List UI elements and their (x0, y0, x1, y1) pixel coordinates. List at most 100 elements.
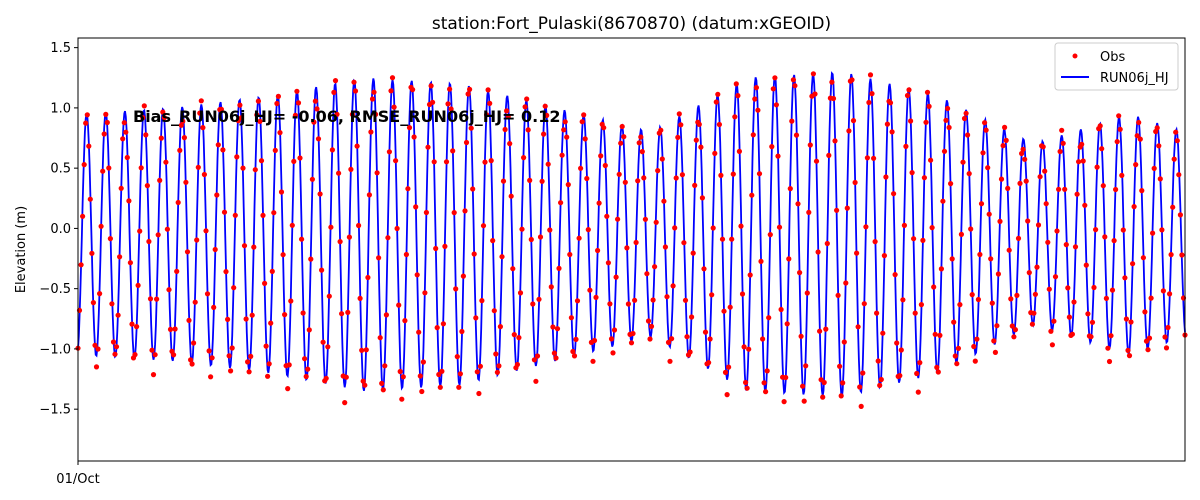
obs-point (218, 106, 224, 112)
obs-point (670, 283, 676, 289)
obs-point (1059, 127, 1065, 133)
obs-point (1019, 150, 1025, 157)
obs-point (867, 72, 874, 78)
obs-point (314, 106, 320, 112)
obs-point (203, 228, 209, 234)
obs-point (417, 373, 423, 379)
obs-point (500, 178, 507, 184)
obs-point (278, 189, 285, 195)
obs-point (103, 111, 109, 117)
obs-point (951, 319, 957, 325)
legend-frame (1054, 42, 1179, 91)
obs-point (425, 144, 431, 150)
obs-point (1003, 137, 1009, 143)
obs-point (1085, 311, 1091, 317)
obs-point (354, 143, 360, 149)
obs-point (306, 327, 312, 333)
obs-point (1032, 291, 1038, 297)
obs-point (755, 107, 761, 113)
obs-point (1123, 316, 1129, 322)
obs-point (198, 98, 204, 104)
obs-point (271, 210, 277, 216)
obs-point (98, 223, 104, 229)
obs-point (550, 324, 556, 330)
obs-point (732, 114, 738, 120)
obs-point (420, 359, 426, 365)
obs-point (875, 358, 881, 364)
obs-point (208, 374, 214, 380)
obs-point (437, 384, 443, 390)
obs-point (820, 394, 826, 400)
obs-point (971, 343, 977, 350)
obs-point (115, 312, 121, 318)
obs-point (729, 236, 735, 242)
obs-point (977, 251, 983, 258)
obs-point (507, 141, 513, 147)
obs-point (1151, 165, 1157, 171)
obs-point (698, 144, 704, 150)
obs-point (107, 236, 113, 242)
obs-point (655, 168, 661, 174)
obs-point (665, 339, 672, 345)
obs-point (1170, 204, 1176, 210)
obs-point (995, 271, 1002, 277)
obs-point (215, 142, 221, 148)
obs-point (1074, 191, 1080, 197)
obs-point (1139, 188, 1145, 194)
obs-point (1056, 186, 1062, 192)
obs-point (850, 118, 857, 124)
obs-point (467, 86, 473, 92)
obs-point (772, 75, 778, 81)
obs-point (713, 99, 719, 105)
obs-point (110, 339, 117, 345)
obs-point (1134, 133, 1140, 139)
obs-point (611, 327, 618, 333)
obs-point (1100, 183, 1106, 189)
obs-point (113, 344, 120, 350)
obs-point (220, 147, 226, 153)
obs-point (800, 383, 806, 389)
obs-point (167, 326, 174, 332)
obs-point (601, 125, 607, 131)
obs-point (1128, 319, 1134, 325)
obs-point (727, 304, 733, 310)
obs-point (726, 364, 732, 370)
obs-point (914, 370, 920, 377)
obs-point (1083, 262, 1089, 268)
obs-point (462, 208, 468, 214)
obs-point (766, 315, 772, 321)
obs-point (558, 200, 564, 206)
obs-point (406, 125, 413, 131)
obs-point (533, 378, 539, 384)
obs-point (331, 89, 337, 95)
obs-point (440, 321, 446, 327)
obs-point (1140, 255, 1146, 261)
obs-point (949, 256, 955, 262)
obs-point (792, 83, 798, 89)
obs-point (134, 324, 140, 330)
obs-point (1145, 347, 1151, 353)
obs-point (624, 245, 630, 251)
y-tick-label: 1.0 (50, 101, 71, 116)
obs-point (517, 290, 524, 296)
obs-point (397, 368, 403, 375)
obs-point (1057, 148, 1063, 155)
obs-point (175, 199, 181, 206)
obs-point (231, 285, 237, 291)
obs-point (305, 366, 311, 372)
obs-point (912, 310, 918, 316)
obs-point (1131, 204, 1137, 210)
obs-point (621, 134, 627, 140)
y-tick-label: −0.5 (39, 282, 71, 297)
obs-point (783, 374, 789, 381)
obs-point (832, 138, 838, 144)
obs-point (715, 91, 721, 97)
obs-point (991, 338, 997, 344)
obs-point (607, 301, 613, 307)
obs-point (164, 226, 170, 232)
obs-point (648, 323, 655, 329)
obs-point (647, 336, 653, 342)
obs-point (835, 292, 841, 298)
obs-point (988, 256, 994, 262)
obs-point (823, 326, 829, 332)
